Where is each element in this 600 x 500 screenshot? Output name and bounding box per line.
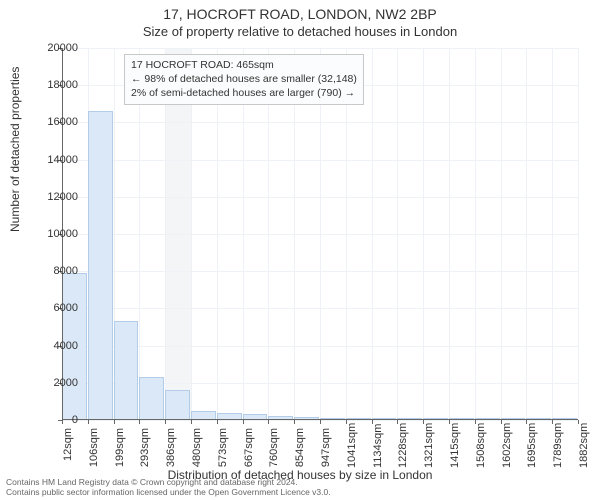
x-tick-mark	[320, 420, 321, 424]
grid-line-horizontal	[62, 197, 578, 198]
address-title: 17, HOCROFT ROAD, LONDON, NW2 2BP	[0, 0, 600, 22]
grid-line-horizontal	[62, 122, 578, 123]
y-tick-label: 12000	[30, 191, 78, 203]
x-tick-mark	[268, 420, 269, 424]
y-tick-label: 10000	[30, 228, 78, 240]
x-tick-label: 667sqm	[243, 428, 255, 468]
annotation-line: ← 98% of detached houses are smaller (32…	[131, 72, 357, 86]
x-tick-mark	[114, 420, 115, 424]
histogram-bar	[114, 321, 139, 420]
x-tick-label: 1508sqm	[475, 428, 487, 468]
x-tick-label: 1602sqm	[501, 428, 513, 468]
x-tick-mark	[88, 420, 89, 424]
x-tick-label: 1134sqm	[372, 428, 384, 468]
y-tick-label: 2000	[30, 377, 78, 389]
x-tick-mark	[165, 420, 166, 424]
grid-line-horizontal	[62, 308, 578, 309]
x-tick-label: 199sqm	[114, 428, 126, 468]
histogram-bar	[139, 377, 164, 420]
x-tick-label: 106sqm	[88, 428, 100, 468]
grid-line-horizontal	[62, 271, 578, 272]
x-tick-label: 386sqm	[165, 428, 177, 468]
x-tick-label: 1321sqm	[423, 428, 435, 468]
y-tick-label: 18000	[30, 79, 78, 91]
x-tick-label: 947sqm	[320, 428, 332, 468]
x-tick-label: 854sqm	[294, 428, 306, 468]
license-footer: Contains HM Land Registry data © Crown c…	[6, 477, 331, 498]
footer-line-2: Contains public sector information licen…	[6, 487, 331, 498]
x-tick-label: 1882sqm	[578, 428, 590, 468]
annotation-line: 17 HOCROFT ROAD: 465sqm	[131, 58, 357, 72]
y-tick-label: 4000	[30, 340, 78, 352]
histogram-bar	[165, 390, 190, 420]
x-tick-label: 12sqm	[62, 428, 74, 468]
grid-line-horizontal	[62, 234, 578, 235]
x-tick-mark	[243, 420, 244, 424]
x-tick-label: 1415sqm	[449, 428, 461, 468]
histogram-bar	[88, 111, 113, 420]
x-tick-label: 480sqm	[191, 428, 203, 468]
x-tick-label: 1695sqm	[526, 428, 538, 468]
x-tick-label: 293sqm	[139, 428, 151, 468]
grid-line-horizontal	[62, 160, 578, 161]
x-tick-mark	[294, 420, 295, 424]
annotation-line: 2% of semi-detached houses are larger (7…	[131, 86, 357, 100]
annotation-box: 17 HOCROFT ROAD: 465sqm← 98% of detached…	[124, 54, 364, 105]
grid-line-horizontal	[62, 48, 578, 49]
chart-subtitle: Size of property relative to detached ho…	[0, 22, 600, 39]
y-axis-label: Number of detached properties	[8, 67, 22, 232]
x-tick-label: 760sqm	[268, 428, 280, 468]
x-tick-mark	[217, 420, 218, 424]
x-tick-label: 1041sqm	[346, 428, 358, 468]
y-tick-label: 0	[30, 414, 78, 426]
x-tick-mark	[139, 420, 140, 424]
y-tick-label: 6000	[30, 302, 78, 314]
footer-line-1: Contains HM Land Registry data © Crown c…	[6, 477, 331, 488]
grid-line-horizontal	[62, 346, 578, 347]
y-tick-label: 16000	[30, 116, 78, 128]
x-tick-label: 1228sqm	[397, 428, 409, 468]
x-tick-mark	[191, 420, 192, 424]
x-tick-label: 1789sqm	[552, 428, 564, 468]
y-tick-label: 8000	[30, 265, 78, 277]
y-tick-label: 14000	[30, 154, 78, 166]
x-tick-label: 573sqm	[217, 428, 229, 468]
y-tick-label: 20000	[30, 42, 78, 54]
grid-line-vertical	[578, 48, 579, 420]
